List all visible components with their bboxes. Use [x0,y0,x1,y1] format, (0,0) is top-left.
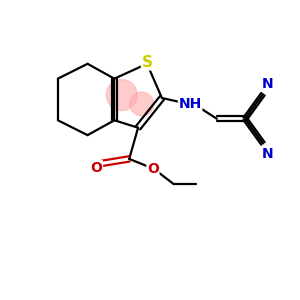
Text: NH: NH [178,97,202,111]
Text: S: S [142,55,152,70]
Circle shape [130,92,154,116]
Text: N: N [262,147,273,160]
Text: O: O [147,162,159,176]
Text: O: O [91,161,102,175]
Circle shape [106,80,137,110]
Text: N: N [262,77,273,91]
